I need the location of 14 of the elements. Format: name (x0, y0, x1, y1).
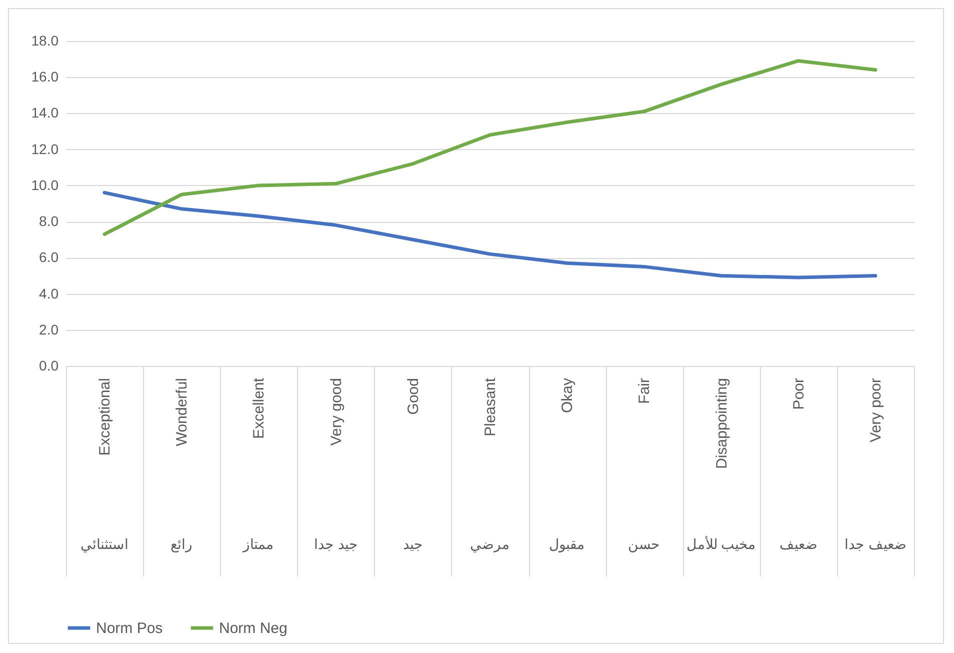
y-tick-label: 4.0 (39, 285, 59, 302)
y-tick-label: 18.0 (31, 32, 59, 48)
y-tick-label: 0.0 (39, 358, 59, 374)
y-tick-label: 8.0 (39, 213, 59, 230)
y-tick-label: 6.0 (39, 249, 59, 266)
y-tick-label: 16.0 (31, 68, 59, 85)
y-tick-label: 14.0 (31, 104, 59, 121)
line-series (102, 59, 878, 236)
line-series (102, 190, 878, 280)
y-tick-label: 10.0 (31, 176, 59, 193)
legend-label: Norm Neg (219, 620, 288, 637)
y-tick-label: 12.0 (31, 140, 59, 157)
y-tick-label: 2.0 (39, 321, 59, 338)
legend-label: Norm Pos (96, 620, 163, 637)
